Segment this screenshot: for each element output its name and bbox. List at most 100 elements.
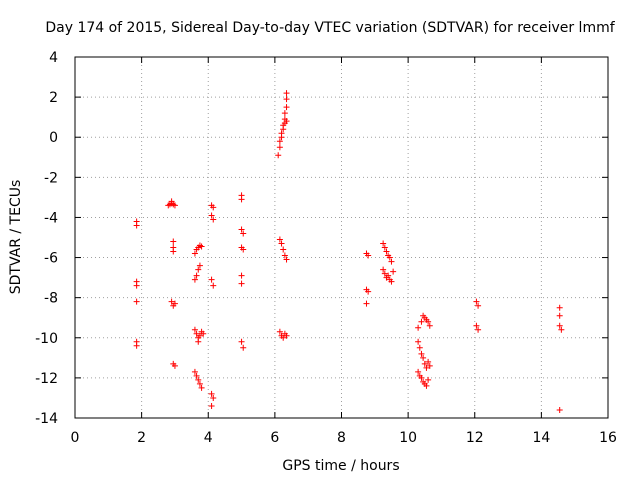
data-point (473, 322, 480, 329)
data-point (280, 334, 287, 341)
data-point (210, 282, 217, 289)
data-point (171, 202, 178, 209)
data-point (556, 304, 563, 311)
data-point (283, 332, 290, 339)
data-point (380, 240, 387, 247)
data-point (426, 322, 433, 329)
data-point (556, 312, 563, 319)
data-point (278, 130, 285, 137)
data-point (388, 258, 395, 265)
data-point (381, 270, 388, 277)
data-point (418, 374, 425, 381)
data-point (193, 372, 200, 379)
data-point (196, 380, 203, 387)
x-tick-label: 16 (599, 430, 617, 446)
data-point (276, 236, 283, 243)
data-point (423, 382, 430, 389)
chart-title: Day 174 of 2015, Sidereal Day-to-day VTE… (45, 20, 615, 36)
x-tick-label: 12 (466, 430, 484, 446)
data-point (380, 266, 387, 273)
data-point (386, 254, 393, 261)
data-point (283, 256, 290, 263)
y-tick-label: -6 (44, 251, 58, 267)
data-point (281, 110, 288, 117)
data-point (191, 276, 198, 283)
data-point (415, 368, 422, 375)
data-point (240, 230, 247, 237)
x-axis-label: GPS time / hours (282, 458, 399, 474)
data-point (240, 344, 247, 351)
data-point (278, 240, 285, 247)
x-tick-label: 6 (270, 430, 279, 446)
y-axis-label: SDTVAR / TECUs (8, 180, 24, 295)
data-point (191, 250, 198, 257)
y-tick-label: 2 (49, 90, 58, 106)
x-tick-label: 2 (137, 430, 146, 446)
data-point (240, 246, 247, 253)
data-point (238, 338, 245, 345)
data-point (363, 300, 370, 307)
data-point (195, 266, 202, 273)
data-point (381, 244, 388, 251)
data-point (210, 216, 217, 223)
data-point (475, 302, 482, 309)
data-point (195, 338, 202, 345)
data-point (275, 152, 282, 159)
y-tick-label: -8 (44, 291, 58, 307)
data-point (281, 252, 288, 259)
y-tick-label: -4 (44, 210, 58, 226)
y-tick-label: 0 (49, 130, 58, 146)
data-point (133, 298, 140, 305)
data-point (425, 318, 432, 325)
data-point (421, 360, 428, 367)
data-point (208, 276, 215, 283)
data-point (200, 330, 207, 337)
y-tick-label: -2 (44, 170, 58, 186)
data-point (238, 226, 245, 233)
data-point (283, 118, 290, 125)
data-point (283, 104, 290, 111)
data-point (195, 376, 202, 383)
data-point (415, 338, 422, 345)
data-point (280, 246, 287, 253)
data-point (383, 248, 390, 255)
data-point (133, 282, 140, 289)
data-point (168, 298, 175, 305)
data-point (418, 318, 425, 325)
data-point (133, 222, 140, 229)
data-point (276, 138, 283, 145)
data-point (238, 280, 245, 287)
data-point (365, 288, 372, 295)
x-tick-label: 4 (204, 430, 213, 446)
data-point (196, 332, 203, 339)
data-point (238, 196, 245, 203)
data-point (208, 390, 215, 397)
data-point (210, 394, 217, 401)
data-point (423, 364, 430, 371)
data-point (208, 402, 215, 409)
data-point (238, 272, 245, 279)
data-point (556, 322, 563, 329)
data-point (365, 252, 372, 259)
data-point (196, 262, 203, 269)
data-point (276, 328, 283, 335)
y-tick-label: -10 (35, 331, 58, 347)
data-point (426, 362, 433, 369)
data-points (133, 90, 565, 413)
data-point (416, 344, 423, 351)
data-point (415, 324, 422, 331)
data-point (475, 326, 482, 333)
data-point (425, 376, 432, 383)
y-tick-label: -12 (35, 371, 58, 387)
data-point (210, 204, 217, 211)
data-point (388, 278, 395, 285)
data-point (283, 96, 290, 103)
data-point (385, 272, 392, 279)
data-point (276, 144, 283, 151)
data-point (558, 326, 565, 333)
data-point (198, 384, 205, 391)
data-point (170, 302, 177, 309)
y-tick-label: -14 (35, 411, 58, 427)
data-point (425, 358, 432, 365)
